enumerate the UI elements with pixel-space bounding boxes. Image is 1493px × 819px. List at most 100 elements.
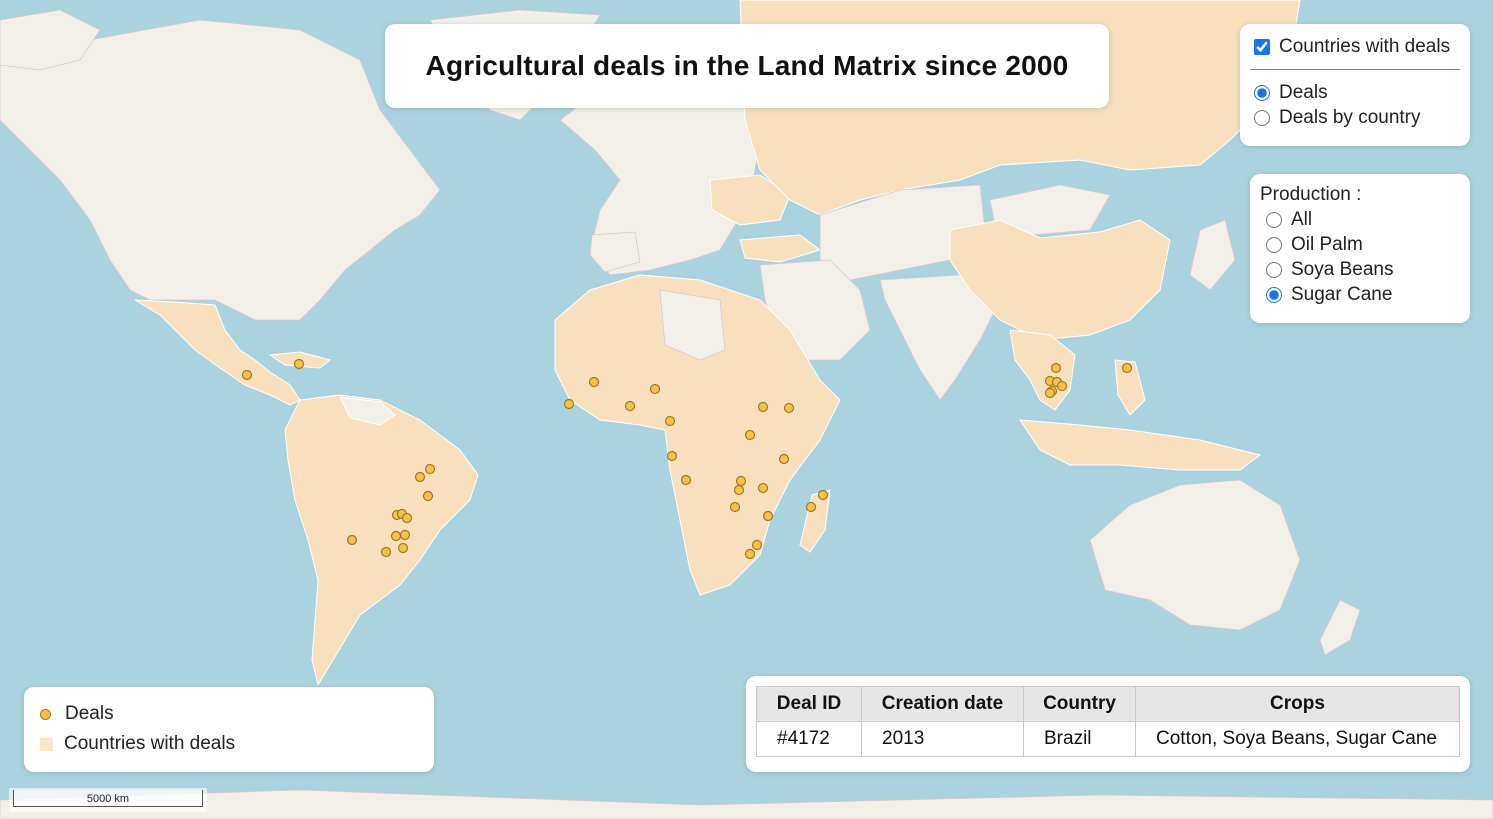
table-cell: Brazil <box>1023 721 1136 757</box>
table-cell: 2013 <box>861 721 1024 757</box>
legend-label: Countries with deals <box>64 733 236 754</box>
map-title: Agricultural deals in the Land Matrix si… <box>425 50 1069 81</box>
legend-label: Deals <box>65 703 114 724</box>
deal-marker[interactable] <box>729 501 741 513</box>
deal-marker[interactable] <box>390 530 402 542</box>
production-radio-all[interactable] <box>1266 212 1282 228</box>
production-option-all[interactable]: All <box>1266 209 1312 231</box>
country-north-america[interactable] <box>0 19 441 321</box>
legend-item-deals: Deals <box>40 703 114 725</box>
layer-radio-deals-by-country[interactable] <box>1254 110 1270 126</box>
title-panel: Agricultural deals in the Land Matrix si… <box>385 24 1109 108</box>
deal-marker[interactable] <box>414 471 426 483</box>
deal-markers[interactable] <box>241 358 1133 560</box>
deal-marker[interactable] <box>380 546 392 558</box>
deal-marker[interactable] <box>563 398 575 410</box>
map-legend: Deals Countries with deals <box>24 687 434 772</box>
deal-dot-icon <box>40 708 51 720</box>
deal-marker[interactable] <box>744 429 756 441</box>
deal-marker[interactable] <box>680 474 692 486</box>
production-option-label: Soya Beans <box>1291 259 1394 280</box>
scale-bar: 5000 km <box>13 790 203 807</box>
deal-marker[interactable] <box>422 490 434 502</box>
deal-marker[interactable] <box>805 501 817 513</box>
table-cell: Cotton, Soya Beans, Sugar Cane <box>1135 721 1460 757</box>
deal-marker[interactable] <box>241 369 253 381</box>
country-china[interactable] <box>949 219 1171 341</box>
table-header-row: Deal ID Creation date Country Crops <box>756 686 1460 722</box>
countries-with-deals-checkbox[interactable] <box>1254 39 1270 55</box>
column-header: Country <box>1023 686 1136 722</box>
layers-control: Countries with deals Deals Deals by coun… <box>1240 24 1470 146</box>
deal-marker[interactable] <box>424 463 436 475</box>
deal-marker[interactable] <box>757 401 769 413</box>
deal-marker[interactable] <box>735 475 747 487</box>
country-madagascar[interactable] <box>799 489 831 553</box>
country-iberia[interactable] <box>589 231 641 273</box>
countries-with-deals-toggle[interactable]: Countries with deals <box>1254 36 1450 58</box>
country-philippines[interactable] <box>1114 359 1146 416</box>
layer-option-label: Deals <box>1279 82 1328 103</box>
deal-marker[interactable] <box>783 402 795 414</box>
production-radio-sugar-cane[interactable] <box>1266 287 1282 303</box>
deal-marker[interactable] <box>762 510 774 522</box>
layer-option-label: Deals by country <box>1279 107 1421 128</box>
country-guiana[interactable] <box>339 396 396 426</box>
deal-marker[interactable] <box>346 534 358 546</box>
production-radio-oil-palm[interactable] <box>1266 237 1282 253</box>
deal-marker[interactable] <box>744 548 756 560</box>
column-header: Crops <box>1135 686 1460 722</box>
country-southeast-asia[interactable] <box>1009 329 1076 411</box>
production-radio-soya-beans[interactable] <box>1266 262 1282 278</box>
country-japan[interactable] <box>1189 219 1236 291</box>
deal-marker[interactable] <box>588 376 600 388</box>
production-title: Production : <box>1260 184 1362 205</box>
country-ukraine[interactable] <box>709 174 791 226</box>
deal-marker[interactable] <box>751 539 763 551</box>
country-australia[interactable] <box>1089 479 1301 631</box>
deal-marker[interactable] <box>666 450 678 462</box>
deal-marker[interactable] <box>649 383 661 395</box>
deal-marker[interactable] <box>757 482 769 494</box>
deal-marker[interactable] <box>733 484 745 496</box>
country-new-zealand[interactable] <box>1319 599 1361 656</box>
deal-marker[interactable] <box>401 512 413 524</box>
country-indonesia[interactable] <box>1019 419 1262 471</box>
deal-marker[interactable] <box>817 489 829 501</box>
production-option-label: Sugar Cane <box>1291 284 1393 305</box>
country-turkey[interactable] <box>739 234 822 263</box>
production-option-soya-beans[interactable]: Soya Beans <box>1266 259 1393 281</box>
layer-option-deals-by-country[interactable]: Deals by country <box>1254 107 1421 129</box>
deal-details-panel: Deal ID Creation date Country Crops #417… <box>746 676 1470 772</box>
layers-divider <box>1250 69 1460 70</box>
deal-marker[interactable] <box>1050 362 1062 374</box>
deal-marker[interactable] <box>1056 380 1068 392</box>
country-antarctica[interactable] <box>0 789 1493 819</box>
layer-option-deals[interactable]: Deals <box>1254 82 1328 104</box>
country-alaska[interactable] <box>0 9 101 71</box>
scale-control: 5000 km <box>9 788 207 812</box>
column-header: Deal ID <box>756 686 862 722</box>
production-filter: Production : All Oil Palm Soya Beans Sug… <box>1250 174 1470 323</box>
deal-marker[interactable] <box>1044 387 1056 399</box>
deal-marker[interactable] <box>664 415 676 427</box>
production-option-label: Oil Palm <box>1291 234 1363 255</box>
country-sahara[interactable] <box>659 289 726 361</box>
deal-marker[interactable] <box>1121 362 1133 374</box>
deal-marker[interactable] <box>399 529 411 541</box>
country-square-icon <box>40 737 53 751</box>
production-option-sugar-cane[interactable]: Sugar Cane <box>1266 284 1392 306</box>
layer-radio-deals[interactable] <box>1254 85 1270 101</box>
deal-marker[interactable] <box>397 542 409 554</box>
deal-marker[interactable] <box>778 453 790 465</box>
production-option-label: All <box>1291 209 1313 230</box>
legend-item-countries: Countries with deals <box>40 733 235 755</box>
scale-label: 5000 km <box>86 793 130 805</box>
production-option-oil-palm[interactable]: Oil Palm <box>1266 234 1363 256</box>
table-row: #4172 2013 Brazil Cotton, Soya Beans, Su… <box>756 721 1460 757</box>
deal-marker[interactable] <box>293 358 305 370</box>
table-cell: #4172 <box>756 721 862 757</box>
column-header: Creation date <box>861 686 1024 722</box>
countries-with-deals-label: Countries with deals <box>1279 36 1451 57</box>
deal-marker[interactable] <box>624 400 636 412</box>
